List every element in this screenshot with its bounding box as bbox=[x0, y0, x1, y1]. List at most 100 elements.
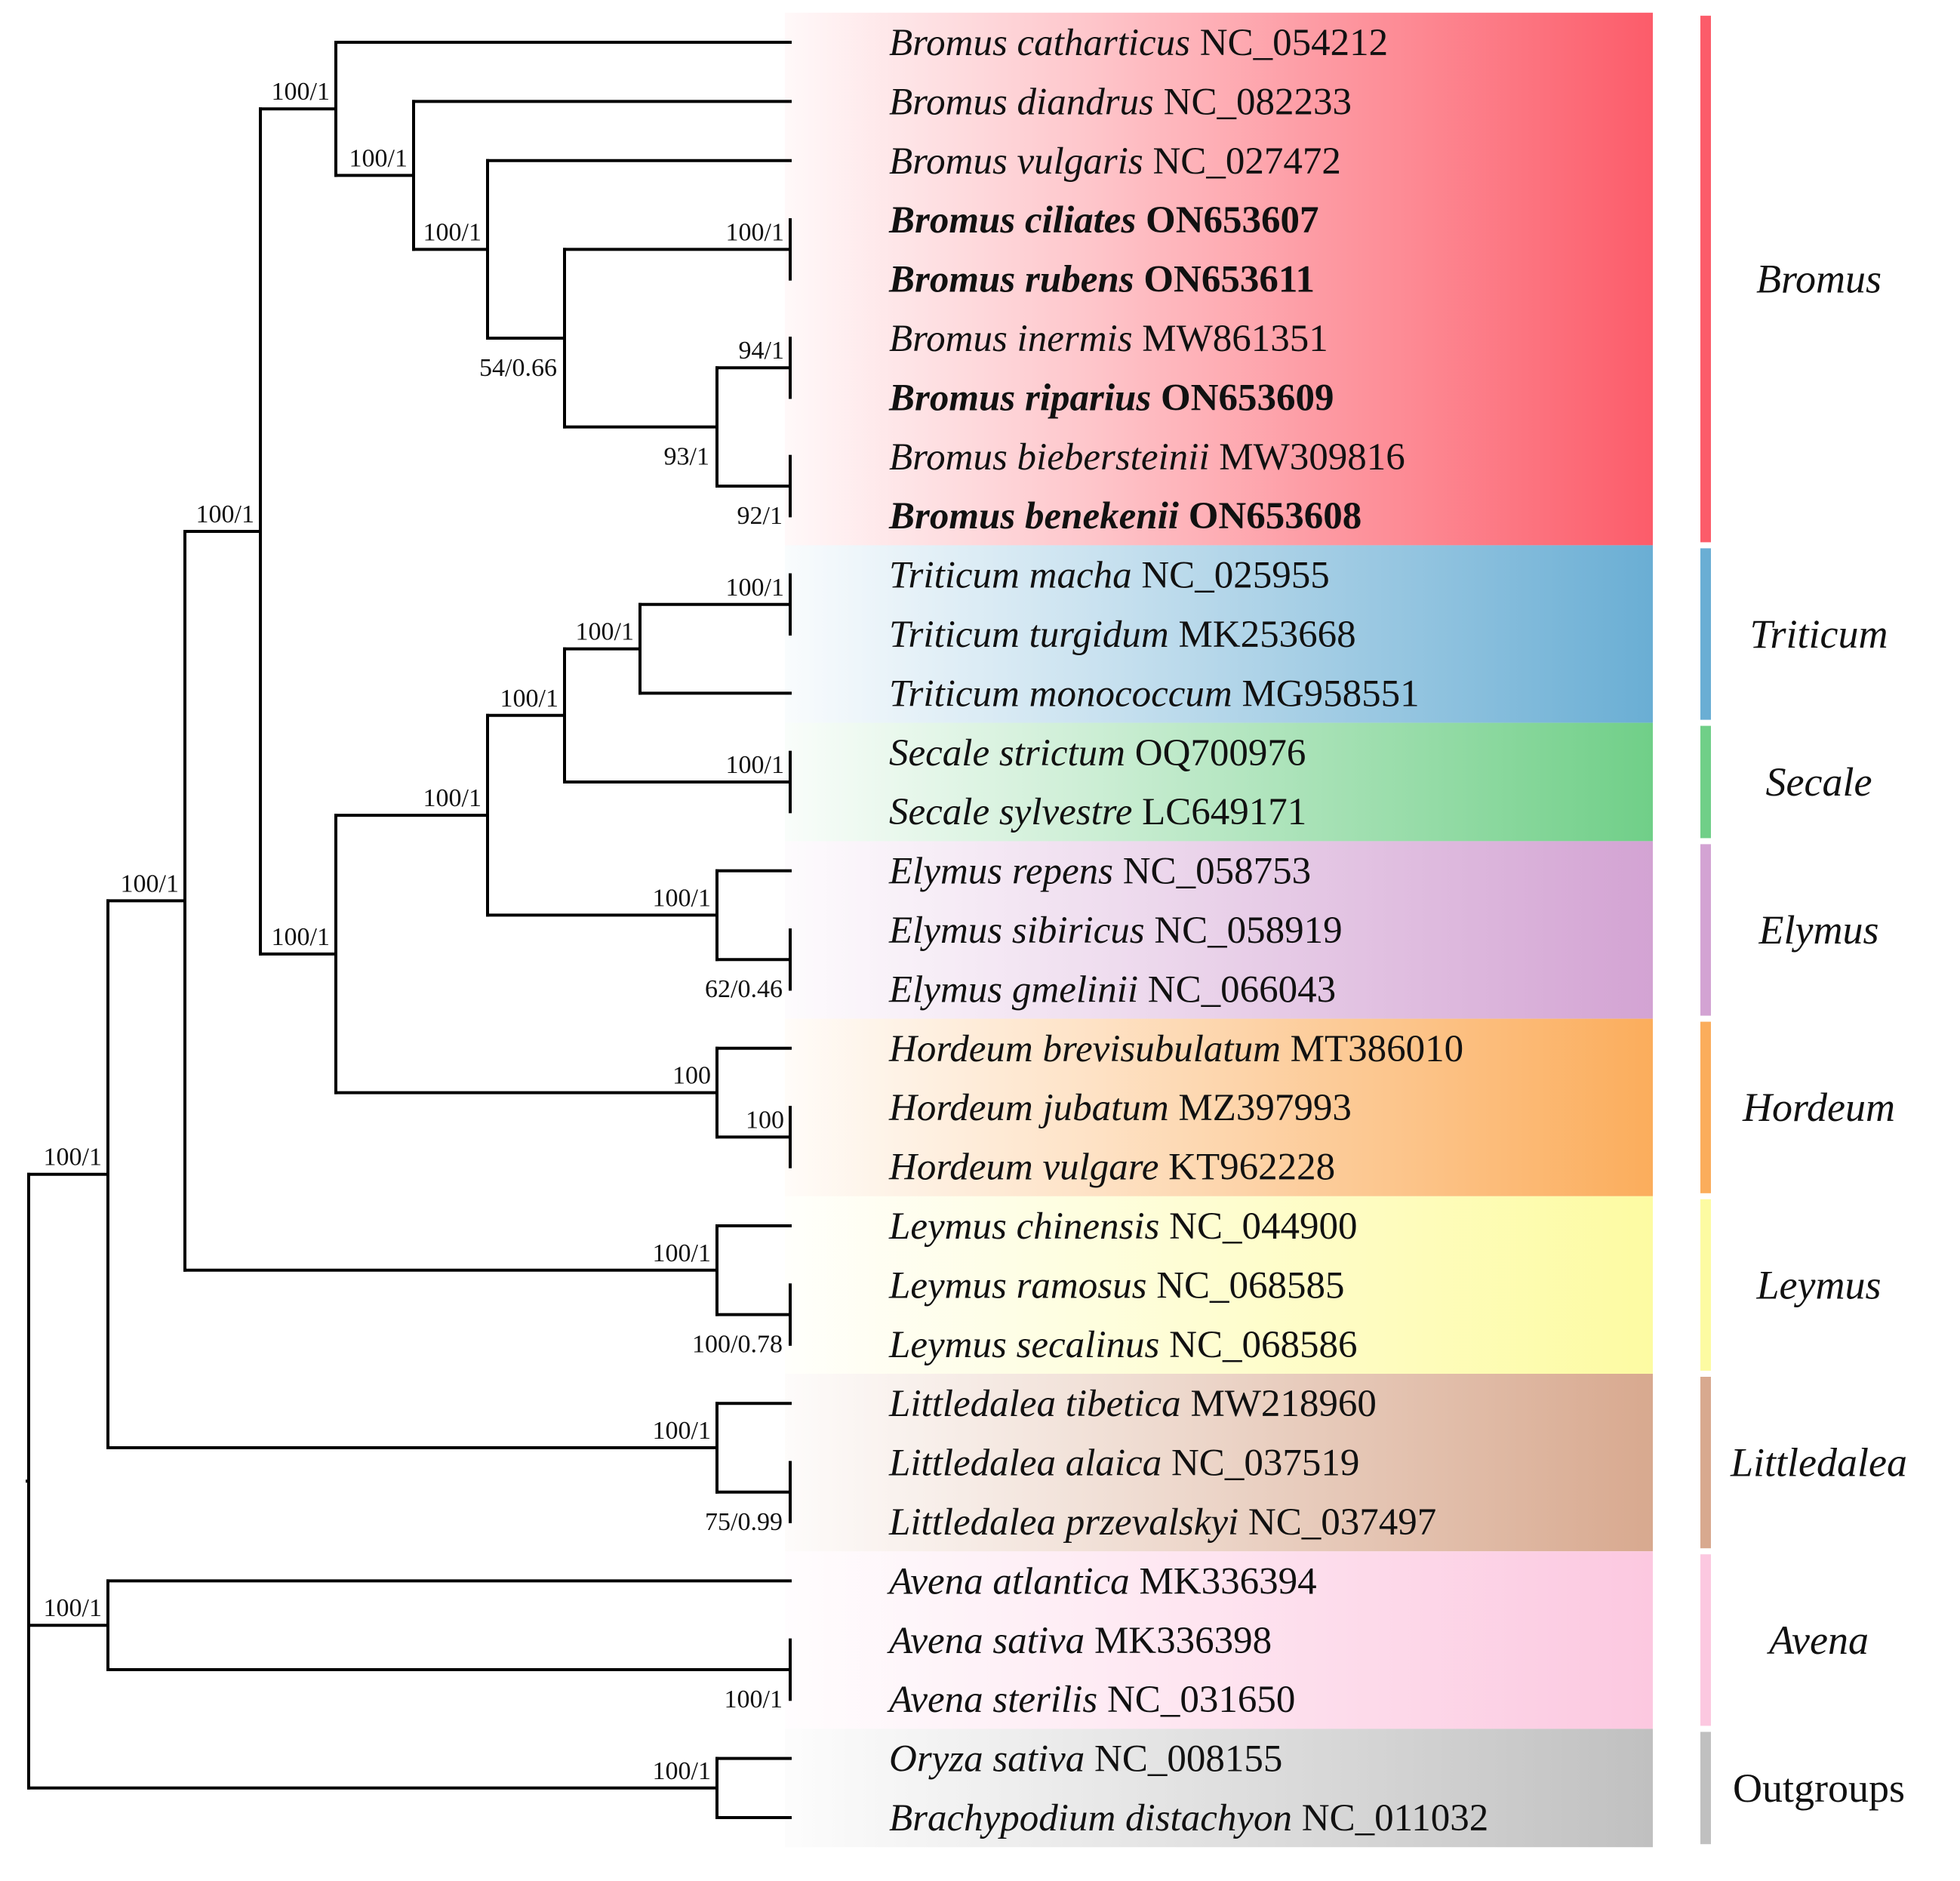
leaf-label: Hordeum brevisubulatum MT386010 bbox=[888, 1028, 1463, 1070]
clade-band-outgroups bbox=[785, 1729, 1653, 1848]
clade-bar-bromus bbox=[1700, 15, 1711, 543]
species-name: Bromus biebersteinii bbox=[889, 436, 1210, 479]
accession-number: MW309816 bbox=[1210, 436, 1405, 479]
genus-label-avena: Avena bbox=[1767, 1618, 1869, 1663]
species-name: Triticum turgidum bbox=[889, 614, 1169, 656]
support-value-n17: 100/1 bbox=[726, 751, 784, 779]
accession-number: MT386010 bbox=[1281, 1028, 1463, 1070]
species-name: Hordeum jubatum bbox=[888, 1087, 1169, 1129]
clade-bar-triticum bbox=[1700, 548, 1711, 720]
leaf-label: Bromus benekenii ON653608 bbox=[888, 495, 1362, 537]
support-value-n4: 100/1 bbox=[272, 78, 330, 106]
support-value-n16: 100/1 bbox=[726, 574, 784, 602]
clade-band-elymus bbox=[785, 841, 1653, 1019]
accession-number: MZ397993 bbox=[1169, 1087, 1352, 1129]
accession-number: NC_058753 bbox=[1113, 851, 1311, 893]
genus-labels: Bromus Triticum Secale Elymus Hordeum Leymus L… bbox=[1730, 257, 1907, 1811]
leaf-label: Elymus repens NC_058753 bbox=[888, 851, 1311, 893]
clade-band-bromus bbox=[785, 12, 1653, 546]
accession-number: MG958551 bbox=[1232, 673, 1420, 715]
genus-label-triticum: Triticum bbox=[1749, 611, 1888, 657]
leaf-label: Bromus catharticus NC_054212 bbox=[889, 22, 1388, 64]
support-value-n21: 100 bbox=[746, 1106, 784, 1134]
clade-bar-secale bbox=[1700, 725, 1711, 839]
leaf-label: Leymus ramosus NC_068585 bbox=[888, 1264, 1345, 1307]
species-name: Bromus benekenii bbox=[888, 495, 1179, 537]
support-value-n10: 94/1 bbox=[739, 337, 784, 365]
species-name: Leymus chinensis bbox=[888, 1205, 1159, 1248]
clade-bar-hordeum bbox=[1700, 1021, 1711, 1193]
leaf-label: Bromus vulgaris NC_027472 bbox=[889, 140, 1341, 183]
leaf-label: Bromus riparius ON653609 bbox=[888, 377, 1334, 419]
species-name: Avena sativa bbox=[887, 1620, 1085, 1662]
support-value-n8: 100/1 bbox=[726, 218, 784, 246]
support-value-n27: 100/1 bbox=[725, 1686, 783, 1713]
accession-number: NC_037519 bbox=[1162, 1442, 1359, 1485]
leaf-label: Littledalea tibetica MW218960 bbox=[888, 1383, 1377, 1425]
leaf-label: Secale sylvestre LC649171 bbox=[889, 791, 1306, 833]
species-name: Leymus ramosus bbox=[888, 1264, 1146, 1307]
species-name: Bromus ciliates bbox=[888, 199, 1136, 242]
genus-label-leymus: Leymus bbox=[1756, 1262, 1882, 1307]
leaf-label: Bromus rubens ON653611 bbox=[888, 259, 1315, 301]
support-value-n6: 100/1 bbox=[423, 218, 482, 246]
support-value-n2: 100/1 bbox=[121, 870, 179, 897]
leaf-label: Avena atlantica MK336394 bbox=[887, 1560, 1317, 1602]
accession-number: NC_058919 bbox=[1145, 910, 1343, 952]
support-value-n13: 100/1 bbox=[423, 784, 482, 812]
leaf-labels: Bromus catharticus NC_054212 Bromus diand… bbox=[887, 22, 1488, 1839]
leaf-label: Bromus diandrus NC_082233 bbox=[889, 81, 1352, 123]
clade-bar-littledalea bbox=[1700, 1377, 1711, 1549]
species-name: Littledalea przevalskyi bbox=[888, 1501, 1238, 1544]
species-name: Bromus diandrus bbox=[889, 81, 1154, 123]
leaf-label: Elymus gmelinii NC_066043 bbox=[888, 968, 1336, 1011]
genus-label-outgroups: Outgroups bbox=[1733, 1766, 1905, 1811]
clade-band-leymus bbox=[785, 1196, 1653, 1374]
clade-band-littledalea bbox=[785, 1374, 1653, 1552]
clade-band-avena bbox=[785, 1551, 1653, 1729]
clade-bar-outgroups bbox=[1700, 1732, 1711, 1845]
accession-number: OQ700976 bbox=[1125, 732, 1306, 774]
species-name: Hordeum brevisubulatum bbox=[888, 1028, 1281, 1070]
accession-number: MK336394 bbox=[1130, 1560, 1317, 1602]
accession-number: NC_011032 bbox=[1292, 1797, 1488, 1839]
clade-bar-elymus bbox=[1700, 844, 1711, 1016]
species-name: Elymus repens bbox=[888, 851, 1113, 893]
support-value-n24: 100/1 bbox=[653, 1417, 711, 1445]
genus-label-littledalea: Littledalea bbox=[1730, 1440, 1907, 1485]
species-name: Hordeum vulgare bbox=[888, 1147, 1158, 1189]
support-value-n11: 92/1 bbox=[737, 502, 783, 530]
leaf-label: Bromus biebersteinii MW309816 bbox=[889, 436, 1405, 479]
accession-number: ON653611 bbox=[1134, 259, 1315, 301]
accession-number: NC_068585 bbox=[1146, 1264, 1344, 1307]
support-value-n22: 100/1 bbox=[653, 1239, 711, 1267]
leaf-label: Bromus inermis MW861351 bbox=[889, 318, 1328, 360]
genus-label-elymus: Elymus bbox=[1758, 907, 1879, 953]
species-name: Leymus secalinus bbox=[888, 1324, 1159, 1366]
leaf-label: Avena sterilis NC_031650 bbox=[887, 1679, 1295, 1721]
support-value-n15: 100/1 bbox=[576, 618, 634, 646]
support-value-n28: 100/1 bbox=[653, 1757, 711, 1785]
support-value-n23: 100/0.78 bbox=[692, 1331, 783, 1359]
genus-label-hordeum: Hordeum bbox=[1742, 1085, 1895, 1130]
leaf-label: Leymus chinensis NC_044900 bbox=[888, 1205, 1357, 1248]
support-labels: 100/1 94/1 92/1 93/1 54/0.66 100/1 100/1 100/1 1… bbox=[44, 78, 784, 1785]
leaf-label: Triticum turgidum MK253668 bbox=[889, 614, 1356, 656]
accession-number: NC_068586 bbox=[1159, 1324, 1357, 1366]
accession-number: ON653608 bbox=[1179, 495, 1362, 537]
support-value-n19: 62/0.46 bbox=[705, 975, 783, 1003]
accession-number: MK253668 bbox=[1169, 614, 1356, 656]
species-name: Secale strictum bbox=[889, 732, 1125, 774]
species-name: Bromus vulgaris bbox=[889, 140, 1143, 183]
species-name: Avena sterilis bbox=[887, 1679, 1097, 1721]
genus-label-bromus: Bromus bbox=[1756, 257, 1882, 302]
species-name: Bromus inermis bbox=[889, 318, 1133, 360]
support-value-n7: 54/0.66 bbox=[479, 354, 557, 382]
clade-band-triticum bbox=[785, 545, 1653, 723]
accession-number: MK336398 bbox=[1085, 1620, 1272, 1662]
support-value-n25: 75/0.99 bbox=[705, 1508, 783, 1536]
leaf-label: Secale strictum OQ700976 bbox=[889, 732, 1306, 774]
leaf-label: Littledalea przevalskyi NC_037497 bbox=[888, 1501, 1436, 1544]
clade-bar-leymus bbox=[1700, 1199, 1711, 1371]
